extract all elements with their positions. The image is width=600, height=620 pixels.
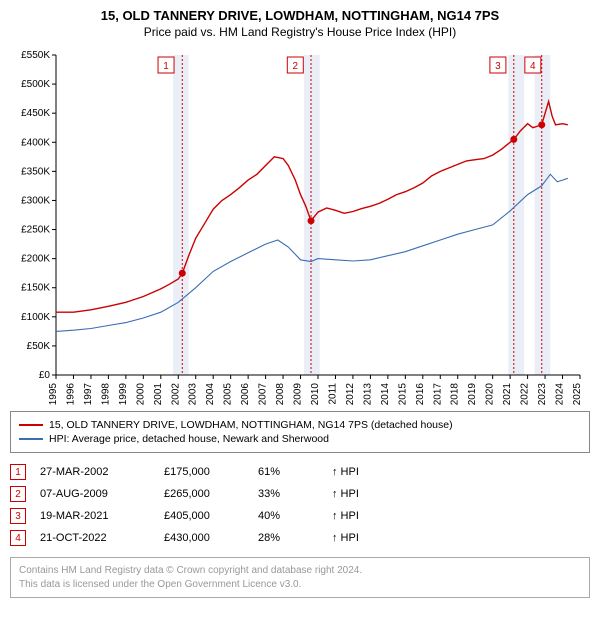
x-tick-label: 2018 [450, 383, 461, 405]
y-tick-label: £400K [21, 137, 50, 148]
x-tick-label: 2004 [205, 383, 216, 405]
x-tick-label: 2013 [362, 383, 373, 405]
y-tick-label: £300K [21, 195, 50, 206]
legend-row: 15, OLD TANNERY DRIVE, LOWDHAM, NOTTINGH… [19, 418, 581, 432]
page-root: { "title": "15, OLD TANNERY DRIVE, LOWDH… [0, 0, 600, 620]
x-tick-label: 1996 [65, 383, 76, 405]
sale-date: 07-AUG-2009 [40, 488, 150, 500]
sale-price: £175,000 [164, 466, 244, 478]
sale-point [308, 217, 315, 224]
sale-date: 27-MAR-2002 [40, 466, 150, 478]
x-tick-label: 2020 [485, 383, 496, 405]
y-tick-label: £500K [21, 79, 50, 90]
y-tick-label: £0 [39, 370, 51, 381]
x-tick-label: 2003 [188, 383, 199, 405]
sale-price: £430,000 [164, 532, 244, 544]
sale-row-marker: 4 [10, 530, 26, 546]
y-tick-label: £100K [21, 312, 50, 323]
x-tick-label: 2009 [293, 383, 304, 405]
sale-date: 21-OCT-2022 [40, 532, 150, 544]
sale-pct: 40% [258, 510, 318, 522]
legend-label: 15, OLD TANNERY DRIVE, LOWDHAM, NOTTINGH… [49, 419, 453, 431]
sale-hpi-delta: ↑ HPI [332, 466, 359, 478]
x-tick-label: 2011 [327, 383, 338, 405]
x-tick-label: 2017 [432, 383, 443, 405]
x-tick-label: 2021 [502, 383, 513, 405]
sale-pct: 28% [258, 532, 318, 544]
x-tick-label: 2015 [397, 383, 408, 405]
series-property [311, 139, 514, 220]
title-block: 15, OLD TANNERY DRIVE, LOWDHAM, NOTTINGH… [0, 0, 600, 41]
x-tick-label: 2006 [240, 383, 251, 405]
legend-swatch [19, 438, 43, 440]
x-tick-label: 1997 [83, 383, 94, 405]
footer-line-2: This data is licensed under the Open Gov… [19, 578, 581, 592]
price-chart: £0 £50K £100K £150K £200K £250K £300K £350K £400… [10, 45, 590, 405]
sale-row: 4 21-OCT-2022 £430,000 28% ↑ HPI [10, 527, 590, 549]
sale-date: 19-MAR-2021 [40, 510, 150, 522]
series-property [56, 273, 182, 312]
sale-hpi-delta: ↑ HPI [332, 532, 359, 544]
x-tick-label: 2007 [258, 383, 269, 405]
x-tick-label: 1999 [118, 383, 129, 405]
sale-row-marker: 3 [10, 508, 26, 524]
sale-row-marker: 1 [10, 464, 26, 480]
sale-hpi-delta: ↑ HPI [332, 510, 359, 522]
sale-row: 2 07-AUG-2009 £265,000 33% ↑ HPI [10, 483, 590, 505]
chart-title: 15, OLD TANNERY DRIVE, LOWDHAM, NOTTINGH… [10, 8, 590, 23]
sale-point [179, 270, 186, 277]
sale-pct: 33% [258, 488, 318, 500]
legend-swatch [19, 424, 43, 426]
series-property [182, 157, 311, 273]
sale-pct: 61% [258, 466, 318, 478]
x-tick-label: 2023 [537, 383, 548, 405]
y-tick-label: £350K [21, 166, 50, 177]
sale-price: £265,000 [164, 488, 244, 500]
y-tick-label: £200K [21, 254, 50, 265]
recession-band [173, 55, 189, 375]
recession-band [304, 55, 320, 375]
x-tick-label: 2001 [153, 383, 164, 405]
x-tick-label: 2002 [170, 383, 181, 405]
x-tick-label: 2025 [572, 383, 583, 405]
y-tick-label: £150K [21, 283, 50, 294]
y-tick-label: £50K [27, 341, 51, 352]
footer-line-1: Contains HM Land Registry data © Crown c… [19, 564, 581, 578]
sale-point [510, 136, 517, 143]
x-tick-label: 2022 [520, 383, 531, 405]
footer-box: Contains HM Land Registry data © Crown c… [10, 557, 590, 598]
x-tick-label: 2005 [223, 383, 234, 405]
x-tick-label: 2010 [310, 383, 321, 405]
legend-box: 15, OLD TANNERY DRIVE, LOWDHAM, NOTTINGH… [10, 411, 590, 453]
x-tick-label: 2000 [135, 383, 146, 405]
recession-band [508, 55, 524, 375]
sale-price: £405,000 [164, 510, 244, 522]
sale-marker-number: 1 [163, 61, 169, 72]
sale-marker-number: 2 [293, 61, 299, 72]
y-tick-label: £250K [21, 225, 50, 236]
sale-row-marker: 2 [10, 486, 26, 502]
x-tick-label: 2012 [345, 383, 356, 405]
x-tick-label: 2016 [415, 383, 426, 405]
x-tick-label: 2008 [275, 383, 286, 405]
legend-row: HPI: Average price, detached house, Newa… [19, 432, 581, 446]
x-tick-label: 2024 [555, 383, 566, 405]
y-tick-label: £450K [21, 108, 50, 119]
sale-hpi-delta: ↑ HPI [332, 488, 359, 500]
chart-subtitle: Price paid vs. HM Land Registry's House … [10, 25, 590, 39]
sale-marker-number: 3 [495, 61, 501, 72]
x-tick-label: 2019 [467, 383, 478, 405]
x-tick-label: 2014 [380, 383, 391, 405]
x-tick-label: 1995 [48, 383, 59, 405]
sale-row: 1 27-MAR-2002 £175,000 61% ↑ HPI [10, 461, 590, 483]
y-tick-label: £550K [21, 50, 50, 61]
chart-container: £0 £50K £100K £150K £200K £250K £300K £350K £400… [10, 45, 590, 405]
sale-marker-number: 4 [530, 61, 536, 72]
sale-point [538, 121, 545, 128]
sales-table: 1 27-MAR-2002 £175,000 61% ↑ HPI 2 07-AUG-2009… [10, 461, 590, 549]
legend-label: HPI: Average price, detached house, Newa… [49, 433, 329, 445]
x-tick-label: 1998 [100, 383, 111, 405]
sale-row: 3 19-MAR-2021 £405,000 40% ↑ HPI [10, 505, 590, 527]
